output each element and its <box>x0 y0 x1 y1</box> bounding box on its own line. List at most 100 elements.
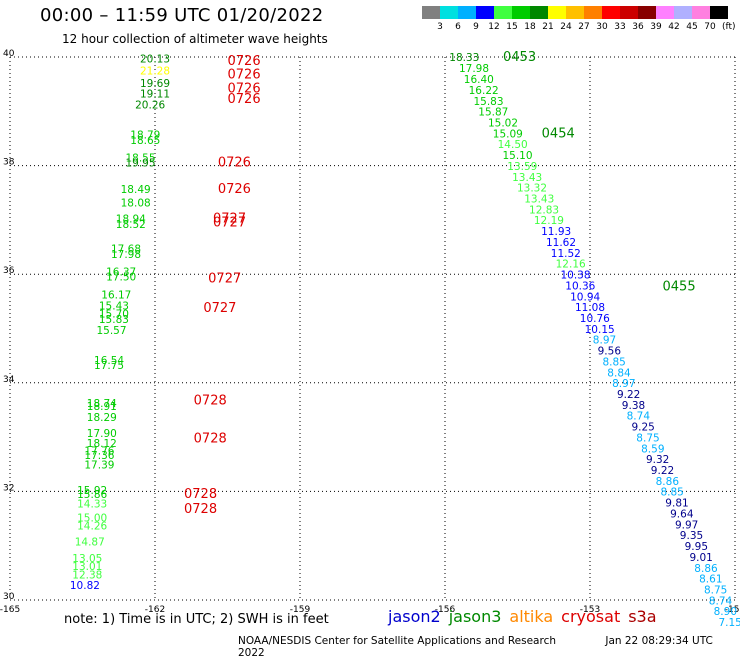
colorbar-cell <box>674 6 692 19</box>
colorbar-label: 12 <box>488 22 500 32</box>
data-point-jason3: 9.38 <box>622 400 645 412</box>
track-time-label: 0727 <box>208 271 241 286</box>
data-point-cryosat: 14.33 <box>77 499 107 511</box>
data-point-jason3: 9.22 <box>651 465 674 477</box>
data-point-jason3: 13.43 <box>524 194 554 206</box>
track-time-label: 0455 <box>663 279 696 294</box>
data-point-cryosat: 17.39 <box>84 460 114 472</box>
data-point-jason3: 10.94 <box>570 291 600 303</box>
track-time-label: 0726 <box>228 68 261 83</box>
colorbar-cell <box>422 6 440 19</box>
data-point-jason3: 8.85 <box>660 487 683 499</box>
data-point-jason3: 15.83 <box>473 96 503 108</box>
colorbar-cell <box>494 6 512 19</box>
data-point-jason3: 7.15 <box>718 617 740 629</box>
data-point-cryosat: 12.38 <box>72 569 102 581</box>
data-point-cryosat: 18.94 <box>116 214 146 226</box>
data-point-cryosat: 19.95 <box>125 158 155 170</box>
data-point-jason3: 18.33 <box>449 52 479 64</box>
data-point-cryosat: 16.37 <box>106 266 136 278</box>
colorbar-label: 42 <box>668 22 680 32</box>
data-point-jason3: 17.98 <box>459 63 489 75</box>
data-point-jason3: 10.76 <box>580 313 610 325</box>
data-point-jason3: 8.74 <box>709 595 733 607</box>
y-tick-label: 32 <box>3 483 14 493</box>
data-point-jason3: 14.50 <box>498 139 528 151</box>
data-point-cryosat: 18.65 <box>130 135 160 147</box>
colorbar-cell <box>440 6 458 19</box>
data-point-jason3: 11.93 <box>541 226 571 238</box>
data-point-jason3: 8.90 <box>714 606 737 618</box>
data-point-cryosat: 16.54 <box>94 355 124 367</box>
y-tick-label: 38 <box>3 158 15 168</box>
colorbar-cell <box>638 6 656 19</box>
track-time-label: 0727 <box>213 215 246 230</box>
data-point-jason3: 16.22 <box>469 85 499 97</box>
colorbar-cell <box>692 6 710 19</box>
data-point-jason3: 11.52 <box>551 248 581 260</box>
track-time-label: 0727 <box>213 212 246 227</box>
track-time-label: 0727 <box>203 301 236 316</box>
data-point-cryosat: 19.69 <box>140 78 170 90</box>
footer: NOAA/NESDIS Center for Satellite Applica… <box>238 635 740 659</box>
data-point-jason3: 8.75 <box>704 584 727 596</box>
data-point-jason3: 11.08 <box>575 302 605 314</box>
data-point-cryosat: 15.57 <box>96 325 126 337</box>
colorbar-unit: (ft) <box>722 22 736 32</box>
data-point-cryosat: 18.29 <box>87 412 117 424</box>
track-time-label: 0453 <box>503 50 536 65</box>
data-point-cryosat: 20.13 <box>140 53 170 65</box>
data-point-jason3: 8.84 <box>607 367 631 379</box>
data-point-cryosat: 18.12 <box>87 438 117 450</box>
data-point-cryosat: 10.82 <box>70 580 100 592</box>
data-point-jason3: 10.36 <box>565 280 595 292</box>
legend-jason2: jason2 <box>388 607 441 626</box>
track-time-label: 0726 <box>218 156 251 171</box>
data-point-cryosat: 18.52 <box>116 219 146 231</box>
data-point-cryosat: 13.01 <box>72 561 102 573</box>
data-point-cryosat: 15.92 <box>77 485 107 497</box>
data-point-jason3: 13.43 <box>512 172 542 184</box>
data-point-jason3: 8.61 <box>699 574 722 586</box>
data-point-jason3: 12.83 <box>529 204 559 216</box>
satellite-legend: jason2 jason3 altika cryosat s3a <box>388 607 665 626</box>
colorbar-cell <box>656 6 674 19</box>
legend-jason3: jason3 <box>448 607 502 626</box>
data-point-jason3: 8.97 <box>593 335 616 347</box>
x-tick-label: -159 <box>290 605 311 615</box>
data-point-jason3: 9.22 <box>617 389 640 401</box>
data-point-cryosat: 15.43 <box>99 300 129 312</box>
track-time-label: 0726 <box>228 54 261 69</box>
colorbar-cell <box>566 6 584 19</box>
data-point-jason3: 16.40 <box>464 74 494 86</box>
data-point-jason3: 9.32 <box>646 454 669 466</box>
data-point-cryosat: 18.91 <box>87 401 117 413</box>
x-tick-label: -156 <box>435 605 456 615</box>
data-point-cryosat: 18.55 <box>125 152 155 164</box>
footnote: note: 1) Time is in UTC; 2) SWH is in fe… <box>64 612 329 627</box>
data-point-cryosat: 14.87 <box>75 537 105 549</box>
colorbar-label: 21 <box>542 22 554 32</box>
data-point-jason3: 8.97 <box>612 378 635 390</box>
colorbar-label: 39 <box>650 22 662 32</box>
data-point-jason3: 15.10 <box>502 150 532 162</box>
data-point-cryosat: 17.36 <box>84 450 114 462</box>
data-point-jason3: 8.86 <box>656 476 680 488</box>
colorbar-cell <box>548 6 566 19</box>
chart-title: 00:00 – 11:59 UTC 01/20/2022 <box>40 5 324 26</box>
track-time-label: 0728 <box>184 487 217 502</box>
data-point-jason3: 9.95 <box>685 541 708 553</box>
colorbar-cell <box>530 6 548 19</box>
data-point-cryosat: 18.79 <box>130 129 160 141</box>
colorbar-label: 27 <box>578 22 590 32</box>
data-point-cryosat: 18.08 <box>121 197 151 209</box>
data-point-jason3: 9.56 <box>598 346 622 358</box>
legend-s3a: s3a <box>628 607 657 626</box>
data-point-cryosat: 20.26 <box>135 100 165 112</box>
data-point-cryosat: 21.28 <box>140 65 170 77</box>
colorbar-label: 15 <box>506 22 518 32</box>
x-tick-label: -150 <box>725 605 740 615</box>
colorbar-cell <box>710 6 728 19</box>
colorbar-label: 3 <box>437 22 443 32</box>
